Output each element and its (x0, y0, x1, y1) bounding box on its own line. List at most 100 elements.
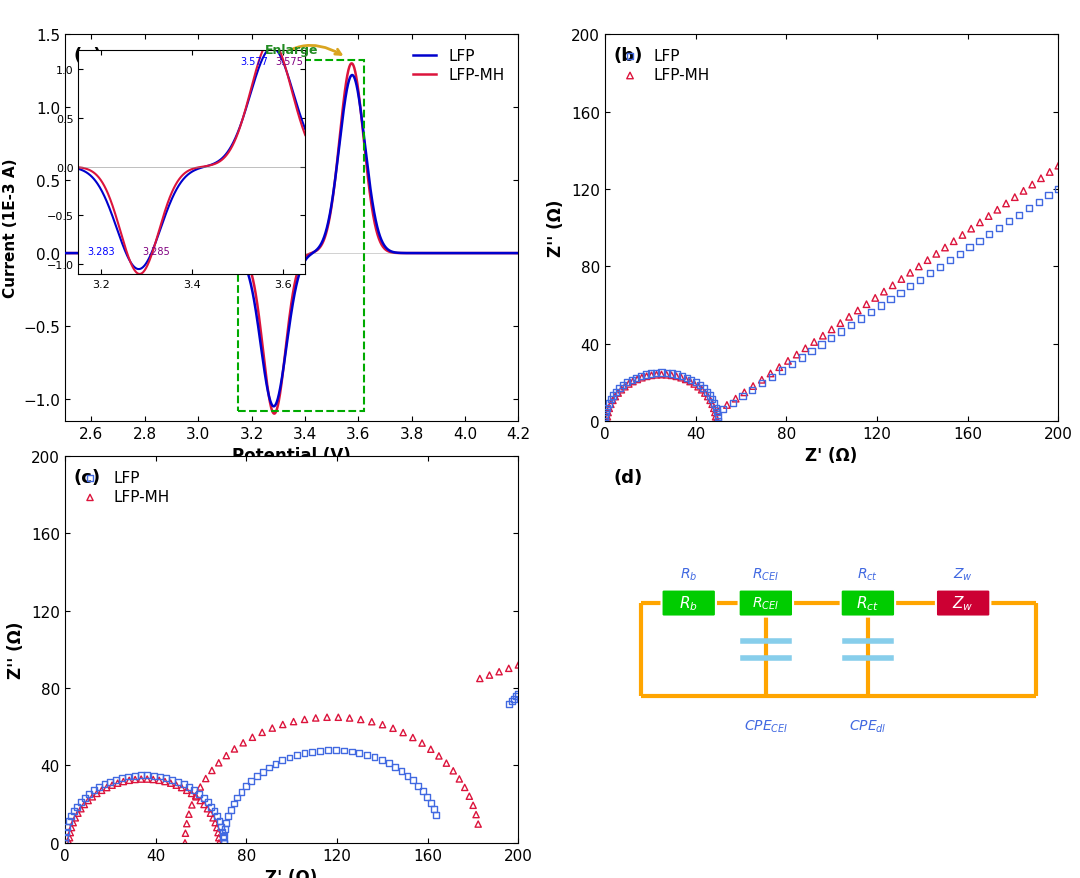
LFP-MH (437, 756, 455, 770)
LFP-MH (980, 210, 997, 224)
LFP (663, 367, 680, 381)
LFP (56, 831, 73, 845)
LFP-MH (352, 713, 369, 727)
LFP (754, 377, 771, 391)
LFP-MH (191, 794, 208, 808)
LFP-MH (500, 661, 517, 675)
LFP-MH (753, 373, 770, 387)
LFP-MH (114, 774, 132, 788)
LFP-MH (199, 802, 216, 816)
Text: $R_b$: $R_b$ (680, 565, 698, 582)
LFP (393, 764, 410, 778)
LFP (842, 319, 860, 333)
LFP-MH (928, 248, 945, 262)
LFP (211, 815, 228, 829)
LFP (63, 810, 80, 824)
Text: $R_{CEI}$: $R_{CEI}$ (753, 595, 780, 612)
LFP-MH (188, 790, 205, 804)
FancyBboxPatch shape (739, 590, 793, 617)
LFP-MH (264, 721, 281, 735)
LFP (373, 753, 390, 767)
Text: $R_{ct}$: $R_{ct}$ (856, 594, 879, 613)
LFP (710, 410, 727, 424)
LFP-MH (93, 783, 110, 797)
LFP-MH (471, 672, 488, 686)
LFP-MH (167, 778, 185, 792)
Text: (a): (a) (73, 47, 103, 65)
LFP-MH (598, 410, 616, 424)
Y-axis label: Z'' (Ω): Z'' (Ω) (548, 199, 566, 257)
LFP (229, 790, 246, 804)
LFP (802, 344, 820, 358)
FancyBboxPatch shape (936, 590, 990, 617)
LFP-MH (183, 787, 200, 801)
LFP-MH (244, 730, 261, 745)
LFP (872, 299, 889, 313)
LFP-MH (604, 393, 621, 407)
LFP (1021, 202, 1038, 216)
LFP-MH (267, 408, 280, 419)
LFP-MH (81, 248, 94, 259)
LFP-MH (176, 836, 193, 850)
LFP (380, 757, 397, 771)
LFP-MH (667, 370, 685, 384)
LFP-MH (187, 788, 204, 802)
LFP-MH (710, 405, 727, 419)
LFP-MH (663, 369, 680, 383)
LFP-MH (203, 764, 220, 778)
LFP-MH (341, 711, 359, 725)
LFP-MH (681, 375, 699, 389)
LFP-MH (510, 658, 527, 673)
X-axis label: Potential (V): Potential (V) (232, 447, 351, 464)
LFP (503, 694, 521, 709)
LFP-MH (849, 304, 866, 318)
LFP-MH (184, 798, 201, 812)
LFP (409, 779, 427, 793)
LFP-MH (177, 826, 194, 840)
LFP (217, 816, 234, 830)
LFP (852, 313, 869, 327)
LFP-MH (126, 773, 144, 787)
LFP-MH (718, 399, 735, 413)
LFP (190, 787, 207, 801)
Bar (239, 61, 364, 411)
LFP (499, 248, 512, 259)
LFP (627, 371, 645, 385)
LFP (238, 780, 255, 794)
LFP-MH (384, 722, 402, 736)
LFP (990, 221, 1008, 235)
LFP-MH (195, 797, 213, 811)
LFP-MH (761, 367, 779, 381)
LFP (596, 410, 613, 424)
LFP-MH (706, 406, 724, 420)
LFP-MH (279, 345, 292, 356)
LFP-MH (744, 379, 761, 393)
LFP-MH (218, 749, 235, 763)
LFP (833, 325, 850, 339)
LFP (710, 414, 727, 428)
LFP (359, 748, 376, 762)
LFP (56, 836, 73, 850)
LFP (708, 406, 726, 420)
LFP-MH (109, 776, 126, 790)
LFP-MH (954, 228, 971, 242)
LFP (862, 306, 879, 320)
LFP-MH (490, 665, 508, 679)
LFP-MH (797, 342, 814, 356)
LFP-MH (374, 718, 391, 732)
LFP (882, 292, 900, 306)
LFP (653, 366, 671, 380)
LFP (81, 787, 98, 801)
LFP (133, 768, 150, 782)
LFP (214, 825, 231, 839)
LFP (91, 781, 108, 795)
LFP (783, 357, 800, 371)
LFP (658, 366, 675, 380)
LFP-MH (699, 390, 716, 404)
LFP-MH (1050, 160, 1067, 174)
LFP-MH (703, 398, 720, 412)
Text: Enlarge: Enlarge (265, 45, 319, 57)
LFP (422, 795, 440, 810)
LFP-MH (788, 349, 806, 363)
LFP (96, 777, 113, 791)
